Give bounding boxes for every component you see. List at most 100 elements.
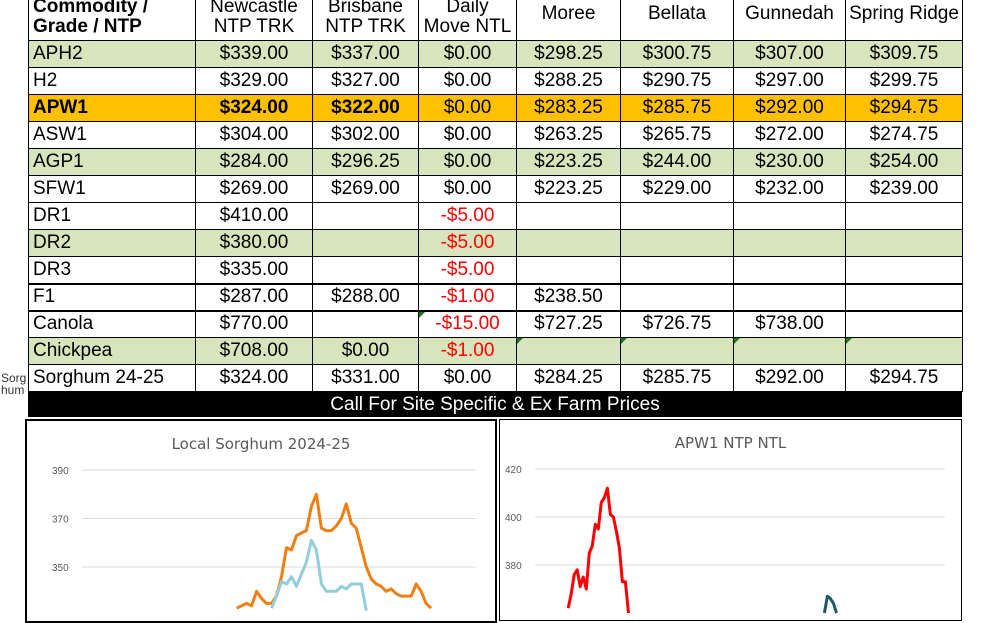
price-cell bbox=[733, 256, 846, 284]
y-tick-label: 400 bbox=[505, 513, 522, 524]
price-cell: $263.25 bbox=[516, 121, 621, 149]
price-cell bbox=[620, 282, 734, 311]
price-cell bbox=[312, 309, 419, 338]
chart-title: APW1 NTP NTL bbox=[674, 434, 787, 452]
price-cell: $254.00 bbox=[845, 148, 963, 176]
commodity-name: Chickpea bbox=[28, 337, 196, 365]
call-banner: Call For Site Specific & Ex Farm Prices bbox=[28, 392, 962, 417]
price-cell: $285.75 bbox=[620, 364, 734, 392]
price-cell bbox=[845, 309, 963, 338]
price-cell: $274.75 bbox=[845, 121, 963, 149]
side-label: Sorghum bbox=[1, 371, 27, 397]
y-tick-label: 370 bbox=[52, 515, 69, 526]
price-cell: $309.75 bbox=[845, 40, 963, 68]
charts-area: Local Sorghum 2024-25 350 370 390 APW1 NTP… bbox=[25, 419, 962, 623]
price-table: Commodity / Grade / NTP Newcastle NTP TRK … bbox=[28, 0, 963, 392]
commodity-name: DR3 bbox=[28, 256, 196, 284]
price-cell: $0.00 bbox=[418, 121, 517, 149]
y-tick-label: 390 bbox=[52, 466, 69, 477]
price-cell: -$5.00 bbox=[418, 202, 517, 230]
header-commodity: Commodity / Grade / NTP bbox=[28, 0, 196, 41]
table-row: APW1 $324.00 $322.00 $0.00 $283.25 $285.75 $29… bbox=[28, 94, 963, 122]
price-cell: $297.00 bbox=[733, 67, 846, 95]
table-row: DR3 $335.00 -$5.00 bbox=[28, 256, 963, 284]
table-row: DR2 $380.00 -$5.00 bbox=[28, 229, 963, 257]
y-tick-label: 380 bbox=[505, 561, 522, 572]
price-cell bbox=[312, 229, 419, 257]
commodity-name: Canola bbox=[28, 309, 196, 338]
table-row: ASW1 $304.00 $302.00 $0.00 $263.25 $265.75 $27… bbox=[28, 121, 963, 149]
price-cell: $296.25 bbox=[312, 148, 419, 176]
price-cell: $0.00 bbox=[418, 148, 517, 176]
price-cell bbox=[516, 202, 621, 230]
price-cell: $290.75 bbox=[620, 67, 734, 95]
price-cell: $708.00 bbox=[195, 337, 313, 365]
series-line bbox=[822, 594, 838, 614]
price-cell: $0.00 bbox=[418, 67, 517, 95]
header-brisbane: Brisbane NTP TRK bbox=[312, 0, 419, 41]
price-cell: -$15.00 bbox=[418, 309, 517, 338]
price-cell: $0.00 bbox=[418, 364, 517, 392]
commodity-name: SFW1 bbox=[28, 175, 196, 203]
price-cell: $244.00 bbox=[620, 148, 734, 176]
y-tick-label: 420 bbox=[505, 465, 522, 476]
table-row: Canola $770.00 -$15.00 $727.25 $726.75 $738.0… bbox=[28, 309, 963, 338]
commodity-name: F1 bbox=[28, 282, 196, 311]
chart-apw1-ntp: APW1 NTP NTL 380 400 420 bbox=[499, 419, 962, 621]
price-cell bbox=[845, 256, 963, 284]
table-row: H2 $329.00 $327.00 $0.00 $288.25 $290.75 $297.… bbox=[28, 67, 963, 95]
price-cell: -$1.00 bbox=[418, 337, 517, 365]
price-cell: $223.25 bbox=[516, 148, 621, 176]
price-cell: $269.00 bbox=[312, 175, 419, 203]
header-bellata: Bellata bbox=[620, 0, 734, 41]
price-cell bbox=[620, 202, 734, 230]
series-line bbox=[270, 538, 368, 611]
commodity-name: H2 bbox=[28, 67, 196, 95]
y-tick-label: 350 bbox=[52, 563, 69, 574]
header-moree: Moree bbox=[516, 0, 621, 41]
price-cell bbox=[733, 229, 846, 257]
price-cell bbox=[620, 337, 734, 365]
price-cell: $292.00 bbox=[733, 364, 846, 392]
price-cell: $329.00 bbox=[195, 67, 313, 95]
price-cell bbox=[516, 337, 621, 365]
price-cell: $0.00 bbox=[418, 94, 517, 122]
chart-local-sorghum: Local Sorghum 2024-25 350 370 390 bbox=[25, 419, 497, 623]
price-cell: $265.75 bbox=[620, 121, 734, 149]
table-row: Sorghum 24-25 $324.00 $331.00 $0.00 $284.25 $… bbox=[28, 364, 963, 392]
series-line bbox=[235, 492, 433, 610]
price-cell: $272.00 bbox=[733, 121, 846, 149]
price-cell: $324.00 bbox=[195, 94, 313, 122]
price-cell bbox=[620, 256, 734, 284]
commodity-name: ASW1 bbox=[28, 121, 196, 149]
commodity-name: Sorghum 24-25 bbox=[28, 364, 196, 392]
price-cell: $292.00 bbox=[733, 94, 846, 122]
price-cell bbox=[620, 229, 734, 257]
table-row: Chickpea $708.00 $0.00 -$1.00 bbox=[28, 337, 963, 365]
commodity-name: APH2 bbox=[28, 40, 196, 68]
price-cell: $269.00 bbox=[195, 175, 313, 203]
commodity-name: APW1 bbox=[28, 94, 196, 122]
price-cell: $223.25 bbox=[516, 175, 621, 203]
table-row: DR1 $410.00 -$5.00 bbox=[28, 202, 963, 230]
price-cell: $738.00 bbox=[733, 309, 846, 338]
price-cell: $238.50 bbox=[516, 282, 621, 311]
price-cell: $337.00 bbox=[312, 40, 419, 68]
price-cell: $0.00 bbox=[312, 337, 419, 365]
price-cell: $302.00 bbox=[312, 121, 419, 149]
price-cell bbox=[845, 337, 963, 365]
header-row: Commodity / Grade / NTP Newcastle NTP TRK … bbox=[28, 0, 963, 41]
series-line bbox=[566, 486, 630, 614]
price-cell: $288.25 bbox=[516, 67, 621, 95]
header-newcastle: Newcastle NTP TRK bbox=[195, 0, 313, 41]
price-cell: $304.00 bbox=[195, 121, 313, 149]
price-cell: $770.00 bbox=[195, 309, 313, 338]
commodity-name: DR2 bbox=[28, 229, 196, 257]
price-cell bbox=[516, 229, 621, 257]
table-row: SFW1 $269.00 $269.00 $0.00 $223.25 $229.00 $23… bbox=[28, 175, 963, 203]
table-row: F1 $287.00 $288.00 -$1.00 $238.50 bbox=[28, 282, 963, 311]
sheet: Commodity / Grade / NTP Newcastle NTP TRK … bbox=[25, 0, 963, 623]
price-cell: $327.00 bbox=[312, 67, 419, 95]
price-cell: $284.25 bbox=[516, 364, 621, 392]
price-cell: -$1.00 bbox=[418, 282, 517, 311]
